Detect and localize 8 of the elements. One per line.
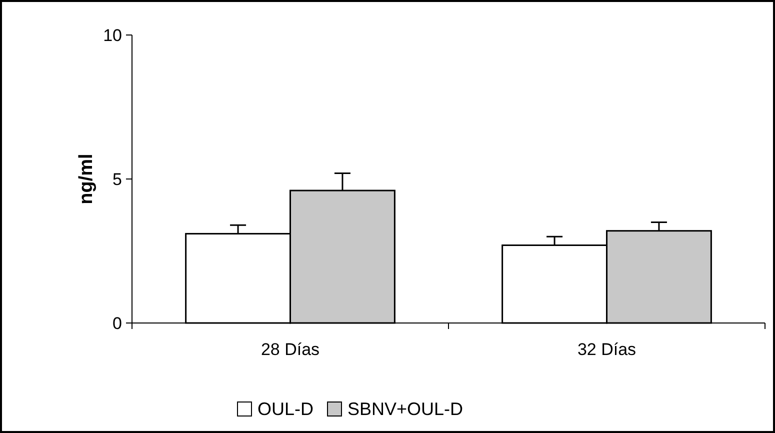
y-axis-title: ng/ml bbox=[76, 154, 97, 204]
x-tick-label: 28 Días bbox=[260, 340, 320, 359]
y-tick-label: 5 bbox=[112, 170, 122, 189]
x-tick-label: 32 Días bbox=[577, 340, 636, 359]
y-tick-label: 10 bbox=[103, 26, 122, 45]
legend-label: SBNV+OUL-D bbox=[348, 399, 464, 419]
legend-label: OUL-D bbox=[258, 399, 314, 419]
y-tick-label: 0 bbox=[112, 314, 122, 333]
